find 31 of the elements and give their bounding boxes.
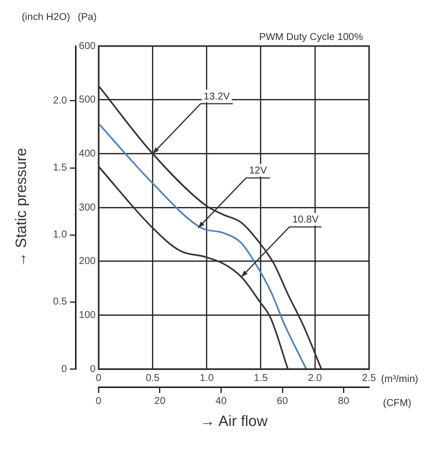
y-tick-label: 200 [78, 256, 96, 268]
y-tick-label: 400 [78, 148, 96, 160]
y2-tick-label: 1.5 [52, 162, 68, 174]
y2-tick-label: 0.5 [52, 296, 68, 308]
y-tick-label: 100 [78, 310, 96, 321]
y2-tick-label: 2.0 [52, 96, 68, 107]
y-tick-label: 600 [78, 40, 96, 52]
annotation: 13.2V [204, 91, 230, 102]
x-axis-title: (m³/min) [381, 374, 418, 385]
x-tick-label: 2.5 [362, 372, 376, 384]
annotation: 10.8V [292, 214, 319, 226]
x-tick-label: 2.0 [308, 372, 322, 384]
x-tick-label: 1.5 [254, 372, 268, 384]
x2-tick-label: 20 [154, 396, 166, 407]
chart-title: PWM Duty Cycle 100% [259, 32, 364, 43]
text: → Air flow [200, 413, 268, 430]
x-tick-label: 0.5 [146, 372, 160, 384]
x2-axis-title: (CFM) [383, 398, 412, 409]
y2-tick-label: 0 [61, 364, 68, 375]
x2-tick-label: 80 [338, 396, 350, 407]
annotation: 12V [249, 166, 268, 177]
x2-tick-label: 40 [216, 396, 228, 407]
y2-axis-title: (inch H2O) [22, 12, 70, 23]
y-tick-label: 0 [90, 364, 96, 375]
text: → Static pressure [13, 148, 30, 268]
y-tick-label: 500 [78, 94, 96, 106]
y2-tick-label: 1.0 [52, 230, 68, 241]
x-tick-label: 1.0 [200, 372, 214, 384]
y-axis-title: (Pa) [78, 12, 97, 23]
y-tick-label: 300 [78, 202, 96, 214]
x2-tick-label: 60 [276, 396, 288, 407]
